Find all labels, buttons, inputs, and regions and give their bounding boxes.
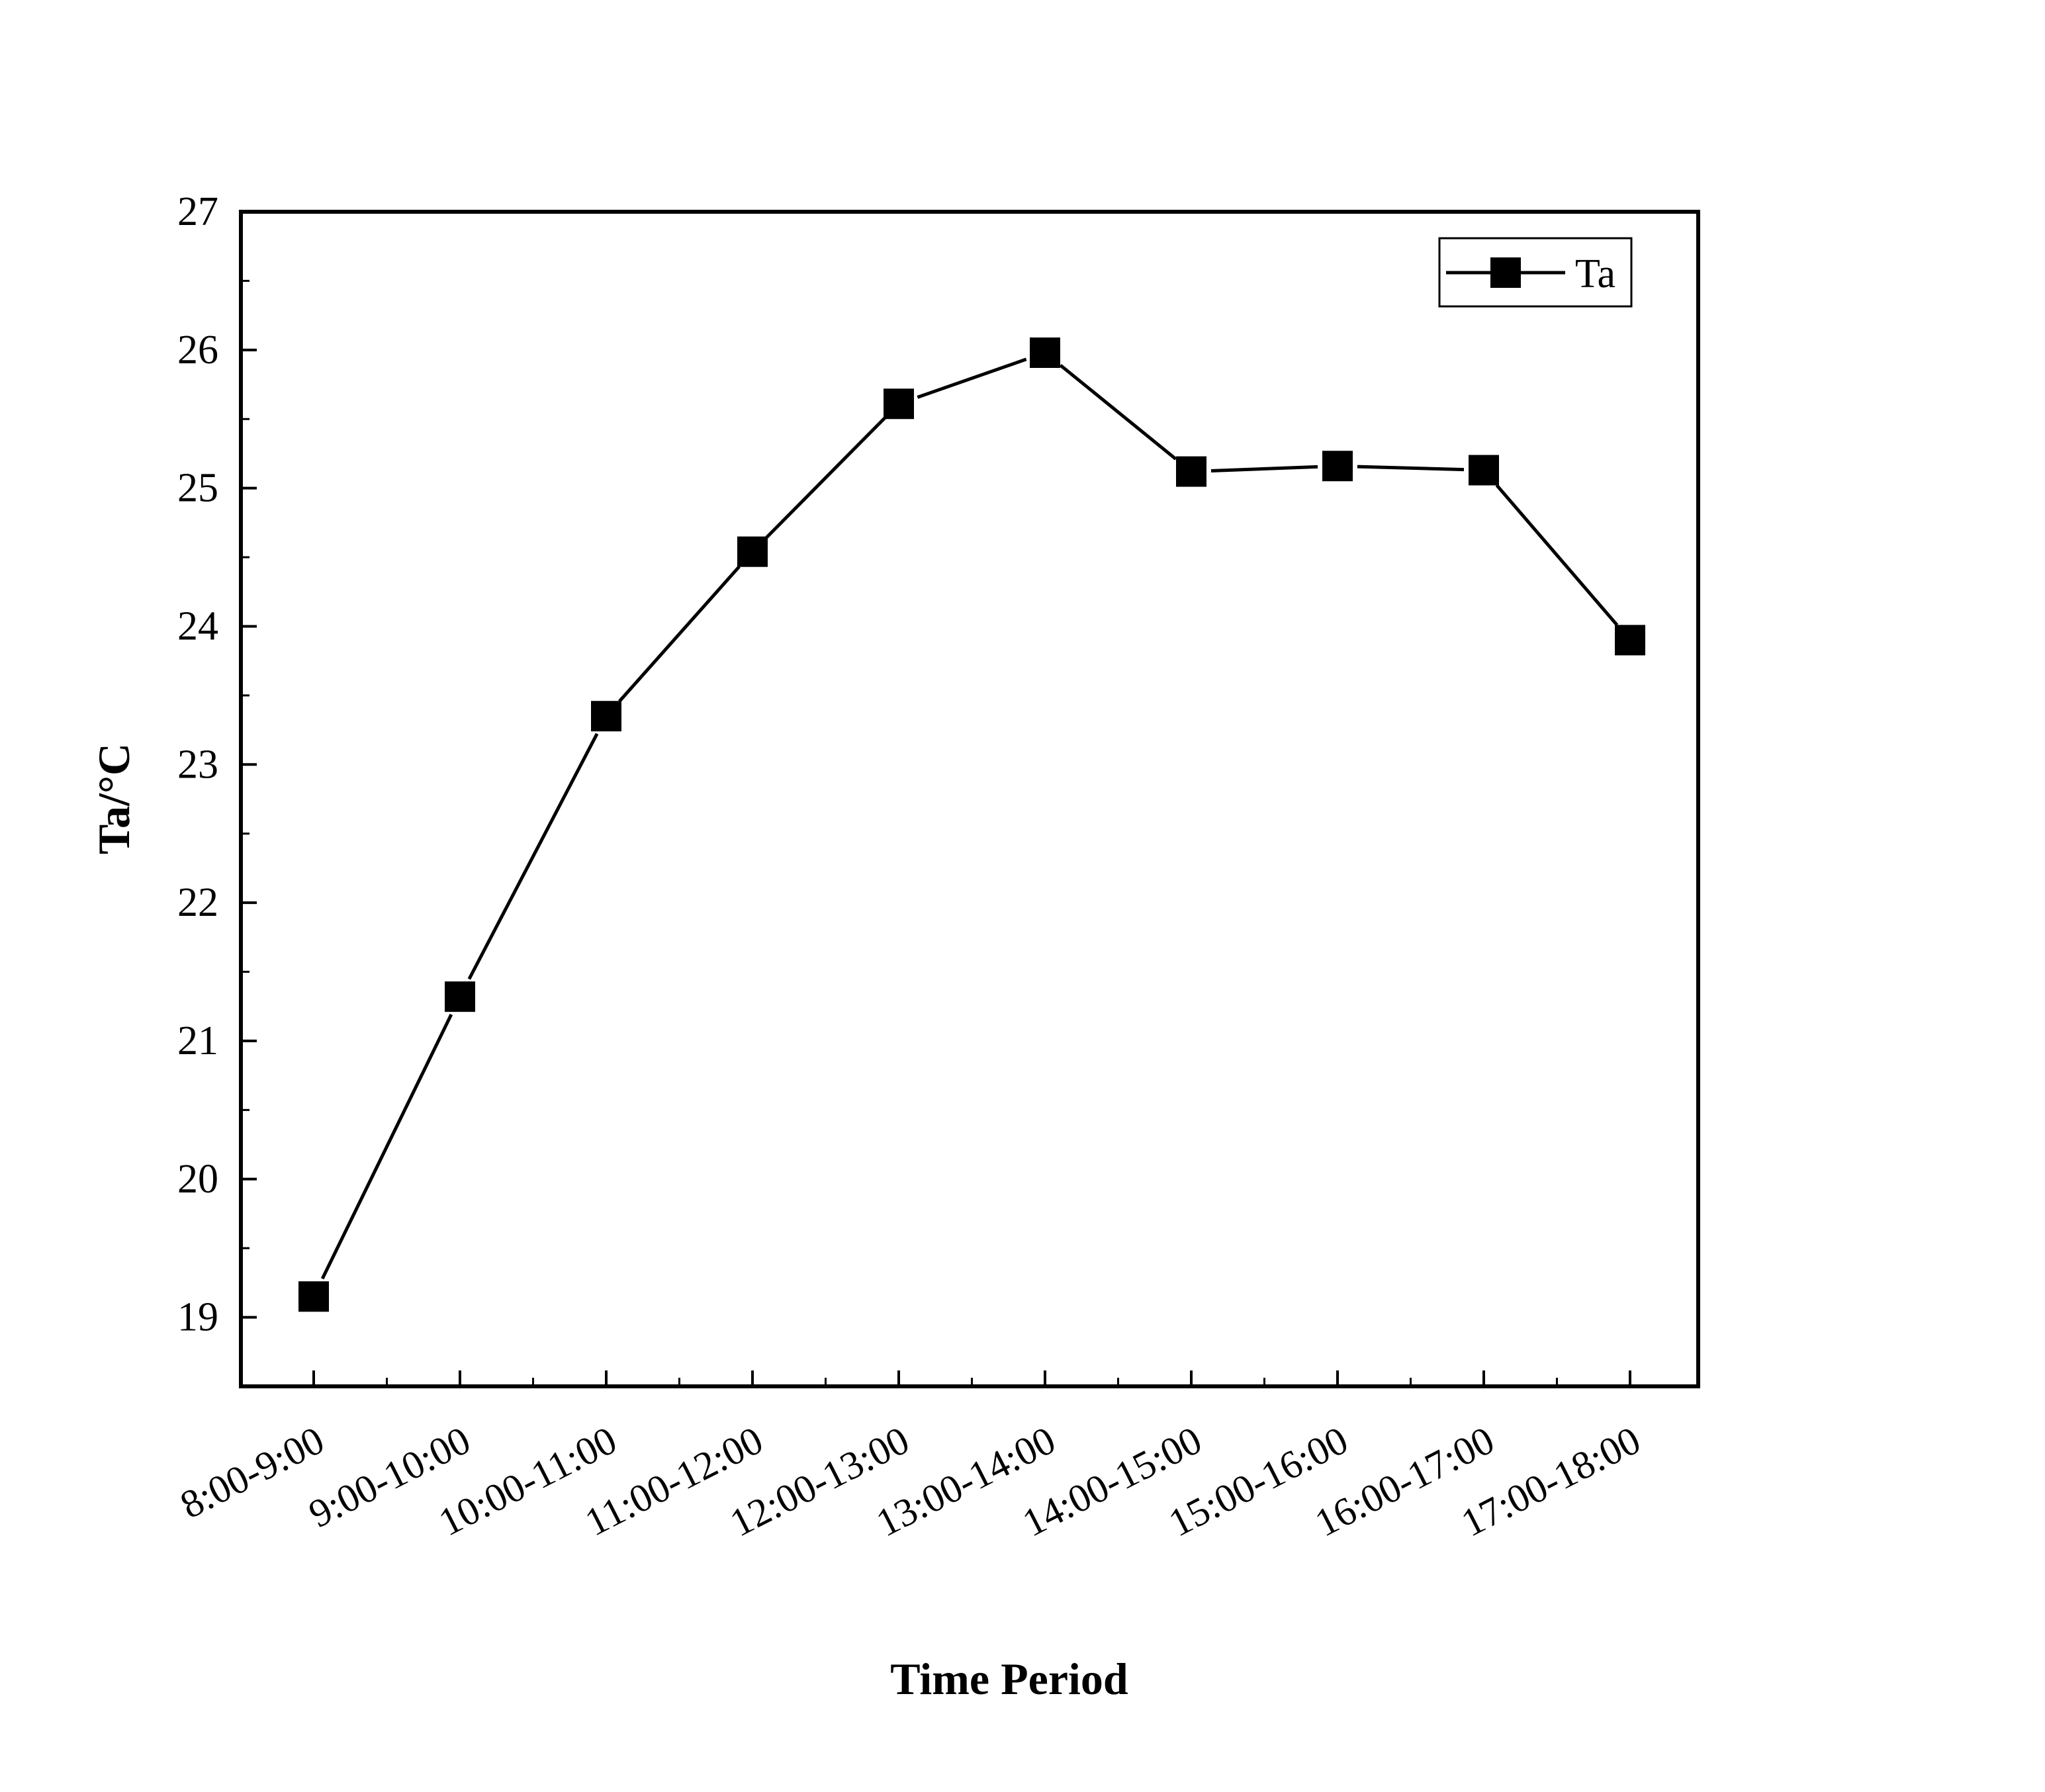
- x-axis-ticks: 8:00-9:009:00-10:0010:00-11:0011:00-12:0…: [173, 1370, 1647, 1545]
- y-axis-title: Ta/°C: [89, 743, 139, 854]
- data-point-marker: [591, 701, 621, 732]
- series-line-segment: [1059, 363, 1177, 461]
- y-tick-label: 23: [177, 742, 218, 787]
- series-layer: [298, 337, 1645, 1312]
- data-point-marker: [298, 1281, 329, 1312]
- legend-label: Ta: [1575, 251, 1615, 296]
- series-line-segment: [917, 357, 1027, 399]
- y-axis-ticks: 19 20 21 22 23 24 25 26 27: [177, 189, 257, 1340]
- data-point-marker: [884, 388, 914, 420]
- series-line-segments: [320, 357, 1619, 1280]
- data-point-marker: [1030, 337, 1060, 368]
- y-tick-label: 25: [177, 466, 218, 511]
- series-markers: [298, 337, 1645, 1312]
- legend-marker: [1490, 257, 1521, 288]
- series-line-segment: [765, 416, 886, 539]
- data-point-marker: [1176, 456, 1206, 487]
- series-line-segment: [467, 733, 599, 980]
- data-point-marker: [1469, 455, 1499, 486]
- y-tick-label: 21: [177, 1018, 218, 1063]
- y-tick-label: 20: [177, 1157, 218, 1202]
- data-point-marker: [737, 536, 768, 567]
- y-tick-label: 22: [177, 880, 218, 925]
- legend: Ta: [1438, 237, 1633, 308]
- y-tick-label: 26: [177, 328, 218, 373]
- series-line-segment: [1357, 465, 1465, 472]
- x-tick-label: 8:00-9:00: [173, 1418, 331, 1527]
- series-line-segment: [618, 565, 741, 703]
- y-tick-label: 19: [177, 1295, 218, 1340]
- series-line-segment: [320, 1013, 453, 1280]
- series-line-segment: [1495, 484, 1619, 627]
- data-point-marker: [1322, 451, 1353, 482]
- data-point-marker: [445, 981, 475, 1012]
- x-axis-title: Time Period: [890, 1654, 1128, 1704]
- plot-frame: [239, 210, 1700, 1388]
- series-line-segment: [1210, 465, 1318, 472]
- y-tick-label: 27: [177, 189, 218, 234]
- y-tick-label: 24: [177, 604, 218, 649]
- data-point-marker: [1615, 625, 1645, 656]
